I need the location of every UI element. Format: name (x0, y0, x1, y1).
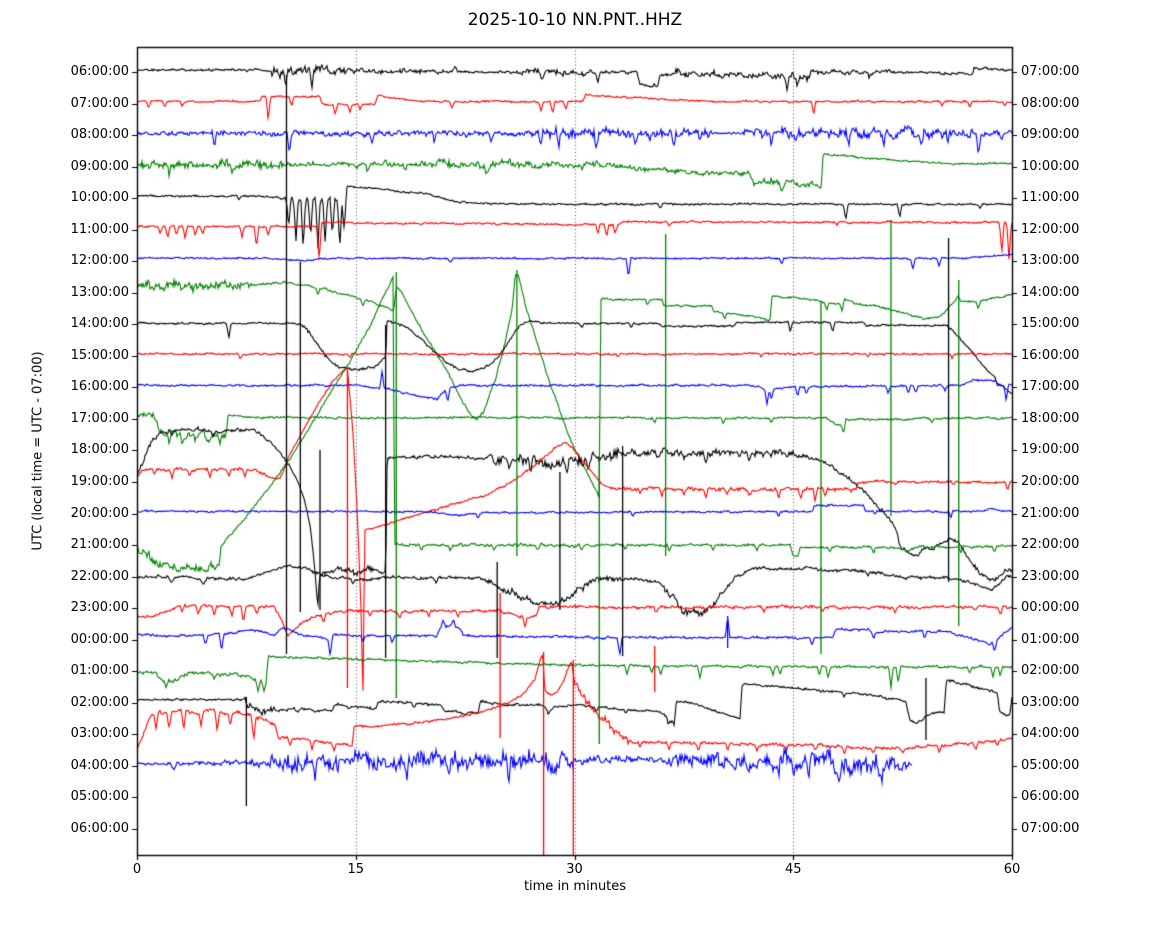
right-tick-label: 05:00:00 (1021, 757, 1080, 773)
right-tick-label: 07:00:00 (1021, 64, 1080, 79)
right-tick-label: 16:00:00 (1021, 347, 1080, 363)
left-tick-label: 05:00:00 (70, 789, 129, 805)
left-tick-label: 13:00:00 (70, 284, 129, 300)
left-tick-label: 17:00:00 (70, 410, 129, 426)
left-tick-label: 03:00:00 (70, 726, 129, 742)
left-tick-label: 07:00:00 (70, 95, 129, 111)
right-tick-label: 06:00:00 (1021, 789, 1080, 805)
left-tick-label: 09:00:00 (70, 158, 129, 174)
right-tick-label: 21:00:00 (1021, 505, 1080, 521)
left-tick-label: 19:00:00 (70, 474, 129, 490)
left-tick-label: 18:00:00 (70, 442, 129, 458)
left-tick-label: 04:00:00 (70, 757, 129, 773)
x-tick-label: 0 (132, 862, 142, 877)
right-tick-label: 01:00:00 (1021, 631, 1080, 647)
x-tick-label: 60 (1003, 862, 1021, 877)
right-tick-label: 03:00:00 (1021, 694, 1080, 710)
right-tick-label: 04:00:00 (1021, 726, 1080, 742)
right-tick-label: 15:00:00 (1021, 316, 1080, 332)
right-tick-label: 14:00:00 (1021, 284, 1080, 300)
right-tick-label: 23:00:00 (1021, 568, 1080, 584)
left-tick-label: 01:00:00 (70, 663, 129, 679)
left-tick-label: 23:00:00 (70, 600, 129, 616)
right-tick-label: 08:00:00 (1021, 95, 1080, 111)
right-tick-label: 12:00:00 (1021, 221, 1080, 237)
right-tick-label: 19:00:00 (1021, 442, 1080, 458)
right-tick-label: 20:00:00 (1021, 474, 1080, 490)
right-tick-label: 09:00:00 (1021, 127, 1080, 143)
left-tick-label: 00:00:00 (70, 631, 129, 647)
left-tick-label: 10:00:00 (70, 190, 129, 206)
left-tick-label: 06:00:00 (70, 820, 129, 836)
x-axis-label: time in minutes (523, 879, 627, 894)
left-tick-label: 22:00:00 (70, 568, 129, 584)
right-tick-label: 22:00:00 (1021, 537, 1080, 553)
left-tick-label: 21:00:00 (70, 537, 129, 553)
left-tick-label: 08:00:00 (70, 127, 129, 143)
right-tick-label: 13:00:00 (1021, 253, 1080, 269)
left-tick-label: 14:00:00 (70, 316, 129, 332)
left-tick-label: 12:00:00 (70, 253, 129, 269)
left-tick-label: 11:00:00 (70, 221, 129, 237)
right-tick-label: 07:00:00 (1021, 820, 1080, 836)
left-tick-label: 15:00:00 (70, 347, 129, 363)
right-tick-label: 10:00:00 (1021, 158, 1080, 174)
right-tick-label: 17:00:00 (1021, 379, 1080, 395)
chart-title: 2025-10-10 NN.PNT..HHZ (467, 10, 683, 30)
x-tick-label: 30 (566, 862, 583, 877)
left-tick-label: 16:00:00 (70, 379, 129, 395)
left-tick-label: 02:00:00 (70, 694, 129, 710)
right-tick-label: 18:00:00 (1021, 410, 1080, 426)
right-tick-label: 02:00:00 (1021, 663, 1080, 679)
right-tick-label: 00:00:00 (1021, 600, 1080, 616)
left-tick-label: 06:00:00 (70, 64, 129, 79)
x-tick-label: 45 (784, 862, 802, 877)
left-tick-label: 20:00:00 (70, 505, 129, 521)
right-tick-label: 11:00:00 (1021, 190, 1080, 206)
x-tick-label: 15 (347, 862, 365, 877)
